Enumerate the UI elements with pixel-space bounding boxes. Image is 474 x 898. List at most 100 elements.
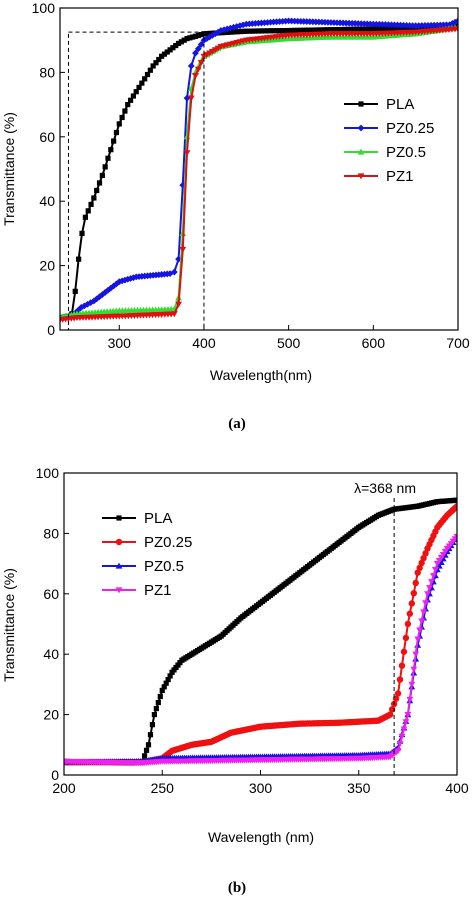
panel-a-point-PZ0.25-131: [454, 17, 458, 25]
panel-a-point-PLA-17: [108, 147, 114, 153]
panel-a-point-PZ0.25-44: [192, 49, 199, 57]
panel-a-legend-item-PZ1: PZ1: [344, 168, 414, 185]
panel-b-ytick-label-20: 20: [43, 707, 59, 723]
panel-b-legend-label-PLA: PLA: [144, 510, 172, 527]
panel-a-point-PLA-10: [88, 201, 94, 208]
panel-b-legend-marker-PZ0.5: [115, 562, 123, 569]
panel-a-point-PZ1-130: [454, 26, 458, 33]
panel-a-point-PZ0.25-56: [227, 24, 234, 32]
panel-a-legend-item-PZ0.5: PZ0.5: [344, 144, 426, 161]
panel-b-point-PZ1-175: [408, 681, 416, 688]
panel-b-ytick-label-100: 100: [36, 465, 60, 481]
panel-a-point-PZ1-42: [187, 95, 195, 102]
panel-a-point-PLA-66: [249, 28, 255, 34]
panel-a-point-PZ0.25-128: [446, 21, 453, 29]
panel-a-legend-marker-PLA: [358, 101, 364, 107]
panel-a-point-PLA-109: [379, 25, 385, 32]
panel-a-point-PLA-26: [133, 89, 139, 95]
panel-a-point-PLA-106: [370, 26, 376, 32]
panel-b-point-PZ1-179: [416, 627, 424, 634]
panel-a-point-PLA-105: [367, 26, 373, 32]
panel-b-point-PZ0.25-181: [418, 559, 425, 567]
panel-b-point-PZ0.25-182: [420, 554, 427, 562]
panel-a-point-PLA-46: [190, 34, 196, 40]
panel-b-annotation-text: λ=368 nm: [354, 480, 416, 496]
panel-a-point-PLA-43: [181, 37, 187, 43]
panel-a-point-PLA-70: [261, 28, 268, 34]
panel-a-legend-label-PZ1: PZ1: [386, 168, 414, 185]
panel-b-ytick-label-40: 40: [43, 646, 59, 662]
panel-b-point-PZ0.25-199: [453, 503, 457, 510]
panel-a-point-PLA-51: [204, 30, 210, 37]
panel-a-point-PLA-93: [331, 27, 337, 33]
panel-b-legend-marker-PLA: [116, 515, 122, 521]
panel-a-ytick-label-80: 80: [39, 64, 55, 80]
panel-a-point-PLA-57: [222, 29, 228, 36]
panel-b-ytick-label-80: 80: [43, 525, 59, 541]
panel-a-point-PLA-14: [99, 172, 105, 179]
panel-a-point-PLA-45: [187, 35, 193, 41]
panel-a-point-PZ0.25-45: [194, 45, 202, 53]
panel-b-xtick-label-250: 250: [151, 780, 175, 796]
panel-a-point-PLA-73: [270, 28, 277, 34]
chart-panel-a: Transmittance (%) Wavelength(nm) (a) 300…: [1, 0, 470, 432]
panel-a-point-PLA-27: [136, 84, 142, 91]
panel-a-point-PLA-102: [358, 26, 364, 32]
panel-a-point-PLA-61: [234, 29, 240, 35]
panel-a-xtick-label-600: 600: [362, 335, 386, 351]
panel-b-legend-label-PZ1: PZ1: [144, 582, 172, 599]
panel-b-point-PZ1-181: [420, 609, 427, 616]
panel-a-legend-marker-PZ0.5: [357, 148, 365, 155]
panel-a-ytick-label-40: 40: [39, 193, 55, 209]
panel-b-label: (b): [228, 880, 246, 896]
panel-a-point-PLA-44: [184, 35, 190, 42]
panel-a-legend-marker-PZ1: [357, 173, 365, 180]
panel-a-point-PZ1-44: [194, 66, 202, 73]
panel-a-point-PZ0.25-5: [72, 309, 79, 317]
panel-a-point-PLA-111: [385, 25, 392, 31]
panel-b-legend-item-PZ1: PZ1: [102, 582, 172, 599]
panel-a-ytick-label-60: 60: [39, 129, 55, 145]
panel-a-point-PLA-86: [310, 27, 316, 33]
panel-b-xtick-label-200: 200: [52, 780, 76, 796]
panel-b-xtick-label-300: 300: [249, 780, 273, 796]
panel-a-legend-label-PZ0.25: PZ0.25: [386, 120, 434, 137]
panel-a-point-PLA-58: [225, 29, 231, 35]
panel-a-point-PLA-18: [111, 138, 117, 144]
panel-a-legend-label-PZ0.5: PZ0.5: [386, 144, 426, 161]
panel-b-point-PZ0.25-170: [396, 676, 404, 683]
panel-a-point-PLA-30: [144, 71, 151, 78]
panel-a-point-PLA-108: [376, 26, 382, 32]
panel-a-point-PLA-36: [161, 51, 168, 57]
panel-b-legend-marker-PZ1: [115, 587, 123, 594]
panel-a-point-PLA-96: [340, 26, 346, 33]
panel-a-point-PZ0.25-18: [110, 282, 118, 290]
panel-a-point-PZ0.25-58: [233, 23, 241, 30]
panel-a-point-PZ1-39: [175, 301, 182, 308]
panel-a-point-PLA-92: [328, 27, 334, 33]
panel-a-point-PLA-72: [267, 28, 274, 34]
panel-a-point-PLA-7: [79, 230, 85, 236]
panel-a-point-PLA-112: [388, 25, 395, 31]
panel-b-legend-label-PZ0.25: PZ0.25: [144, 534, 192, 551]
panel-b-point-PZ1-180: [418, 618, 426, 625]
panel-b-point-PZ0.25-176: [408, 600, 416, 607]
panel-a-point-PLA-94: [334, 27, 340, 33]
chart-panel-b: Transmittance (%) Wavelength (nm) (b) λ=…: [1, 465, 469, 896]
panel-b-point-PZ1-185: [428, 579, 435, 586]
panel-b-point-PZ1-183: [424, 591, 431, 598]
panel-a-point-PLA-74: [273, 28, 280, 34]
panel-b-ytick-label-60: 60: [43, 586, 59, 602]
panel-b-point-PLA-44: [147, 732, 154, 738]
panel-a-point-PLA-95: [337, 26, 343, 33]
panel-a-point-PLA-22: [122, 108, 128, 114]
panel-b-point-PZ1-176: [410, 666, 418, 673]
panel-a-point-PLA-5: [72, 288, 78, 294]
panel-b-point-PZ1-184: [426, 585, 433, 592]
panel-b-point-PLA-47: [153, 705, 159, 712]
panel-a-point-PLA-83: [301, 27, 307, 33]
panel-b-point-PZ1-168: [394, 748, 402, 755]
panel-a-point-PLA-78: [286, 27, 292, 34]
panel-b-point-PZ0.25-173: [402, 634, 410, 642]
panel-a-point-PLA-37: [164, 49, 170, 55]
